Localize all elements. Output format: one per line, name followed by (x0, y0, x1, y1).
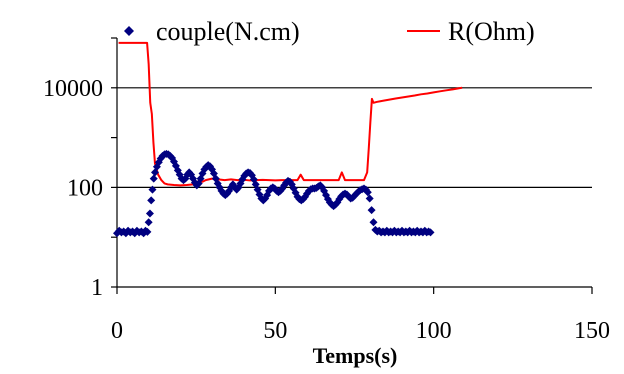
y-tick-label: 10000 (43, 76, 103, 102)
data-point-couple (367, 206, 376, 215)
x-axis-label: Temps(s) (313, 343, 398, 368)
x-tick-label: 100 (416, 318, 452, 344)
x-tick-label: 150 (574, 318, 610, 344)
data-point-couple (369, 218, 378, 227)
x-tick-label: 50 (263, 318, 287, 344)
legend-label-resistance: R(Ohm) (448, 17, 535, 46)
legend-item-couple: couple(N.cm) (124, 17, 300, 46)
series-line-resistance (118, 41, 463, 187)
x-tick-labels: 0 50 100 150 (111, 318, 610, 344)
x-tick-label: 0 (111, 318, 123, 344)
data-point-couple (144, 218, 153, 227)
data-point-couple (148, 185, 157, 194)
legend-item-resistance: R(Ohm) (407, 17, 535, 46)
data-point-couple (143, 227, 152, 236)
series-couple (113, 149, 435, 238)
data-point-couple (147, 196, 156, 205)
data-point-couple (149, 174, 158, 183)
data-point-couple (365, 194, 374, 203)
data-point-couple (251, 180, 260, 189)
y-tick-labels: 1 100 10000 (43, 76, 103, 301)
axes (116, 38, 592, 288)
series-resistance (118, 41, 463, 187)
legend-label-couple: couple(N.cm) (156, 17, 300, 46)
data-point-couple (363, 188, 372, 197)
data-point-couple (145, 209, 154, 218)
legend-marker-couple (124, 26, 134, 36)
tick-marks (111, 37, 593, 294)
legend: couple(N.cm) R(Ohm) (124, 17, 535, 46)
y-tick-label: 1 (91, 275, 103, 301)
y-tick-label: 100 (67, 175, 103, 201)
data-point-couple (426, 228, 435, 237)
